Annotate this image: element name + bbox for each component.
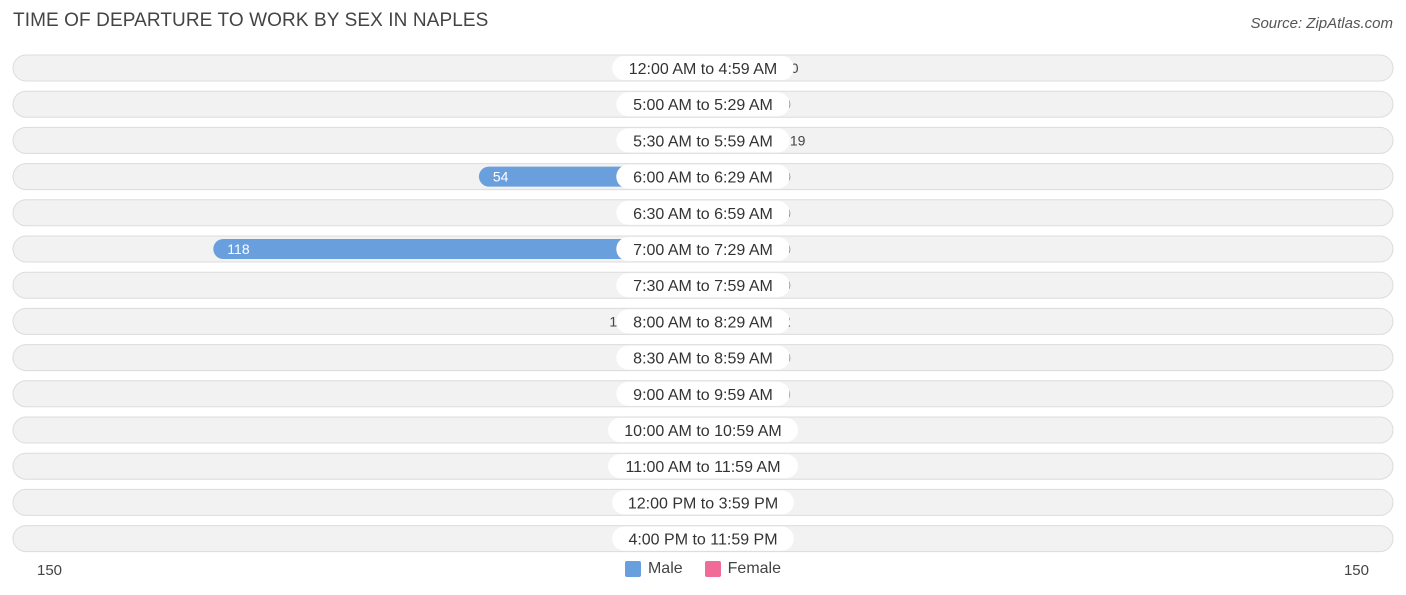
category-label-background	[608, 454, 798, 479]
category-label: 8:00 AM to 8:29 AM	[633, 314, 773, 331]
category-label: 5:00 AM to 5:29 AM	[633, 97, 773, 114]
legend-swatch-female	[704, 561, 721, 577]
category-label: 10:00 AM to 10:59 AM	[624, 423, 781, 440]
legend-label-female: Female	[727, 560, 782, 577]
category-label-background	[616, 273, 790, 298]
category-label: 12:00 PM to 3:59 PM	[628, 495, 778, 512]
legend-item-male[interactable]: Male	[624, 560, 683, 578]
chart-title: TIME OF DEPARTURE TO WORK BY SEX IN NAPL…	[13, 10, 489, 31]
category-label: 6:30 AM to 6:59 AM	[633, 206, 773, 223]
chart-source: Source: ZipAtlas.com	[1250, 15, 1393, 32]
category-label: 8:30 AM to 8:59 AM	[633, 351, 773, 368]
category-label-background	[608, 418, 798, 442]
category-label-background	[612, 490, 794, 515]
category-label: 6:00 AM to 6:29 AM	[633, 170, 773, 187]
category-label: 4:00 PM to 11:59 PM	[628, 532, 777, 549]
axis-label-left: 150	[37, 562, 63, 579]
axis-label-right: 150	[1343, 562, 1369, 579]
male-bar	[213, 239, 704, 259]
category-label-background	[612, 526, 794, 551]
legend-item-female[interactable]: Female	[704, 560, 782, 578]
legend-label-male: Male	[647, 560, 683, 577]
category-label: 7:00 AM to 7:29 AM	[633, 242, 773, 259]
category-label-background	[616, 309, 790, 334]
legend-swatch-male	[624, 561, 641, 577]
category-label-background	[616, 200, 790, 225]
category-label-background	[616, 128, 790, 153]
male-value-label: 118	[227, 241, 250, 257]
category-label-background	[612, 56, 794, 80]
category-label: 9:00 AM to 9:59 AM	[633, 387, 773, 404]
male-value-label: 54	[493, 169, 509, 185]
category-label-background	[616, 237, 790, 261]
category-label-background	[616, 164, 790, 189]
category-label: 12:00 AM to 4:59 AM	[629, 61, 778, 78]
category-label: 7:30 AM to 7:59 AM	[633, 278, 773, 295]
category-label: 11:00 AM to 11:59 AM	[625, 459, 780, 476]
category-label: 5:30 AM to 5:59 AM	[633, 133, 773, 150]
female-value-label: 19	[790, 132, 806, 148]
legend: Male Female	[0, 560, 1406, 578]
category-label-background	[616, 92, 790, 117]
category-label-background	[616, 345, 790, 370]
category-label-background	[616, 381, 790, 406]
